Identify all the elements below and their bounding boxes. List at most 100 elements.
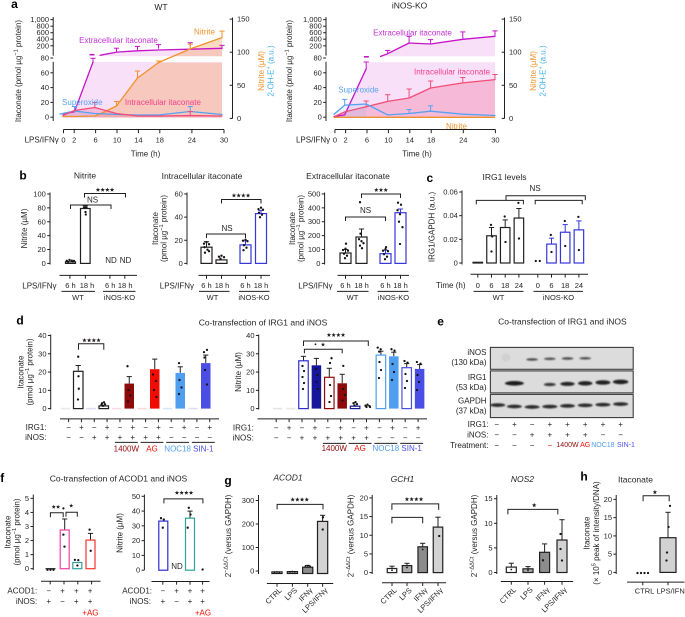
svg-text:Treatment:: Treatment:: [450, 441, 488, 450]
svg-text:GCH1: GCH1: [391, 474, 415, 484]
svg-text:600: 600: [309, 28, 322, 37]
svg-text:18 h: 18 h: [215, 281, 230, 290]
svg-text:0: 0: [333, 136, 337, 145]
svg-text:−: −: [207, 433, 212, 442]
svg-text:40: 40: [41, 83, 49, 92]
svg-text:20: 20: [313, 98, 321, 107]
svg-text:Nitrite: Nitrite: [194, 28, 215, 37]
svg-text:(pmol µg−1 protein): (pmol µg−1 protein): [159, 195, 168, 262]
svg-text:1,000: 1,000: [30, 15, 49, 24]
svg-text:100: 100: [242, 543, 255, 552]
svg-text:0: 0: [488, 568, 492, 577]
svg-text:(130 kDa): (130 kDa): [451, 358, 486, 367]
svg-text:IRG1:: IRG1:: [468, 420, 489, 429]
svg-text:500: 500: [308, 189, 321, 198]
svg-text:600: 600: [36, 28, 49, 37]
svg-text:+: +: [182, 423, 187, 432]
svg-text:18: 18: [501, 281, 509, 290]
svg-text:6 h: 6 h: [201, 281, 211, 290]
svg-text:−: −: [287, 434, 292, 443]
svg-text:+: +: [79, 423, 84, 432]
svg-text:20: 20: [132, 536, 140, 545]
svg-text:WT: WT: [207, 293, 219, 302]
svg-text:Co-transfection of ACOD1 and i: Co-transfection of ACOD1 and iNOS: [50, 474, 188, 484]
svg-text:20: 20: [38, 368, 46, 377]
svg-text:−: −: [274, 423, 279, 432]
svg-text:+: +: [46, 597, 51, 606]
svg-text:10: 10: [484, 519, 492, 528]
svg-text:−: −: [512, 441, 517, 450]
svg-text:30: 30: [491, 136, 499, 145]
svg-text:0.04: 0.04: [443, 211, 458, 220]
svg-text:100: 100: [33, 190, 46, 199]
svg-text:50: 50: [132, 492, 140, 501]
svg-text:(53 kDa): (53 kDa): [456, 383, 487, 392]
svg-text:5: 5: [25, 494, 29, 503]
svg-text:15: 15: [484, 494, 492, 503]
svg-text:24: 24: [459, 136, 467, 145]
svg-text:400: 400: [36, 35, 49, 44]
svg-text:+: +: [565, 430, 570, 439]
svg-text:60: 60: [41, 68, 49, 77]
svg-text:20: 20: [604, 495, 612, 504]
svg-text:WT: WT: [72, 293, 84, 302]
svg-text:(pmol µg−1 protein): (pmol µg−1 protein): [25, 338, 34, 405]
svg-text:+: +: [313, 434, 318, 443]
svg-text:iNOS:: iNOS:: [130, 597, 151, 606]
svg-text:2−ΔΔCt (versus GAPDH): 2−ΔΔCt (versus GAPDH): [346, 494, 355, 577]
svg-text:LPS/IFNγ: LPS/IFNγ: [298, 282, 332, 291]
svg-text:+: +: [130, 423, 135, 432]
svg-text:80: 80: [37, 203, 45, 212]
svg-text:400: 400: [308, 203, 321, 212]
svg-text:+: +: [338, 423, 343, 432]
svg-text:10: 10: [113, 136, 121, 145]
svg-text:Nitrite: Nitrite: [74, 171, 96, 181]
svg-text:0: 0: [608, 568, 612, 577]
svg-text:NS: NS: [360, 206, 371, 215]
svg-text:+: +: [287, 423, 292, 432]
svg-text:iNOS: iNOS: [467, 348, 486, 357]
svg-text:−: −: [60, 597, 65, 606]
svg-text:(pmol µg−1 protein): (pmol µg−1 protein): [296, 195, 305, 262]
svg-text:0.06: 0.06: [443, 188, 458, 197]
svg-text:+: +: [583, 420, 588, 429]
svg-text:−: −: [530, 420, 535, 429]
svg-text:+: +: [338, 434, 343, 443]
svg-text:+: +: [547, 420, 552, 429]
svg-text:200: 200: [309, 41, 322, 50]
svg-text:60: 60: [313, 68, 321, 77]
svg-text:−: −: [160, 586, 165, 595]
svg-text:Nitrite (µM): Nitrite (µM): [529, 51, 538, 91]
svg-text:18 h: 18 h: [118, 281, 133, 290]
svg-text:30: 30: [38, 349, 46, 358]
svg-text:15: 15: [360, 512, 368, 521]
svg-text:800: 800: [309, 22, 322, 31]
svg-text:1: 1: [25, 550, 29, 559]
svg-text:1400W: 1400W: [114, 444, 140, 453]
svg-text:2-OH-E+ (a.u.): 2-OH-E+ (a.u.): [538, 45, 547, 97]
svg-text:+: +: [313, 423, 318, 432]
svg-text:Superoxide: Superoxide: [62, 98, 103, 107]
svg-text:−: −: [351, 423, 356, 432]
svg-text:NS: NS: [87, 196, 98, 205]
svg-text:−: −: [195, 423, 200, 432]
svg-text:Itaconate: Itaconate: [4, 515, 13, 548]
svg-text:−: −: [169, 423, 174, 432]
svg-text:18 h: 18 h: [80, 281, 95, 290]
svg-text:(pmol µg−1 protein): (pmol µg−1 protein): [12, 498, 21, 565]
svg-text:iNOS:: iNOS:: [232, 434, 253, 443]
svg-text:1400W: 1400W: [556, 442, 579, 449]
svg-text:5: 5: [608, 550, 612, 559]
svg-text:100: 100: [237, 48, 250, 57]
svg-text:+AG: +AG: [195, 608, 211, 617]
svg-text:150: 150: [509, 15, 522, 24]
svg-text:SIN-1: SIN-1: [193, 444, 214, 453]
svg-text:0: 0: [509, 114, 513, 123]
svg-text:IRG1: IRG1: [468, 373, 487, 382]
svg-text:−: −: [547, 441, 552, 450]
svg-text:+: +: [200, 597, 205, 606]
svg-text:18: 18: [561, 281, 569, 290]
svg-text:0: 0: [364, 568, 368, 577]
svg-text:NOS2: NOS2: [511, 474, 534, 484]
svg-text:30: 30: [246, 349, 254, 358]
